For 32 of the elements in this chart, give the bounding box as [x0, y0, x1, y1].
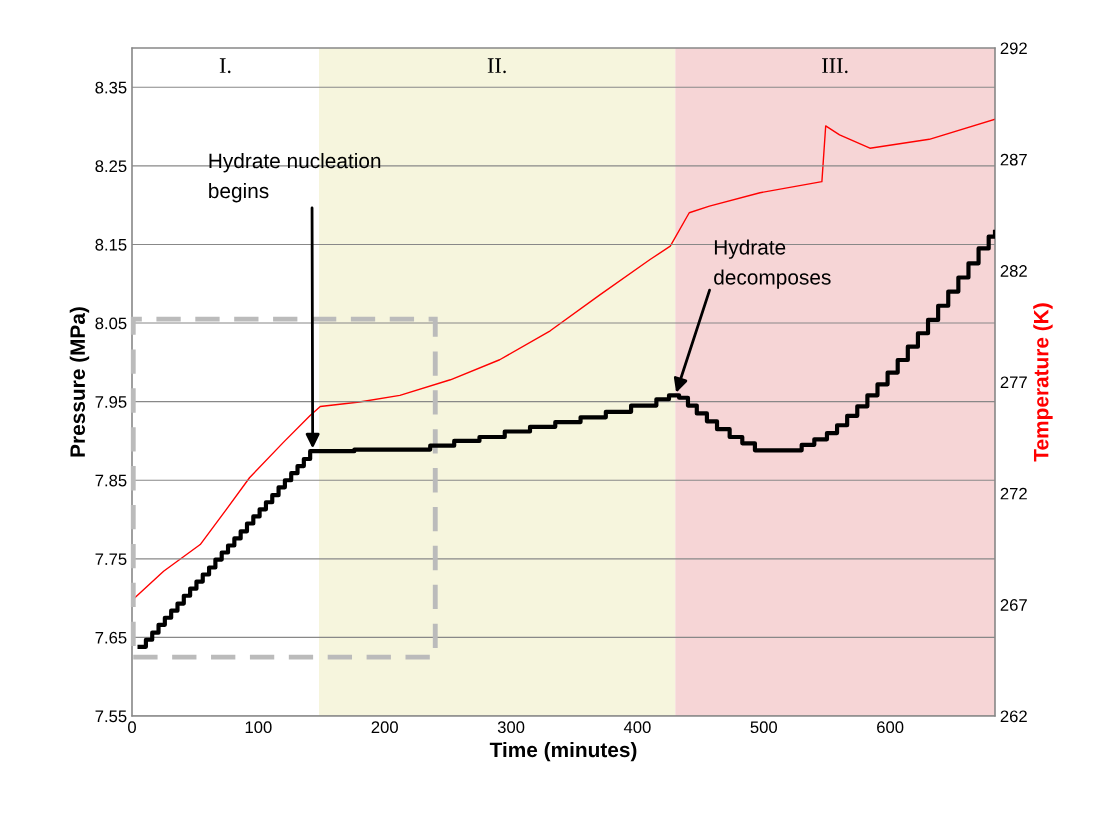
- x-tick-label: 300: [497, 721, 525, 734]
- x-axis-title: Time (minutes): [489, 741, 637, 762]
- x-tick-label: 600: [877, 721, 904, 734]
- y2-tick-label: 277: [1000, 376, 1027, 389]
- y-tick-label: 7.95: [95, 396, 127, 408]
- x-tick-label: 0: [128, 721, 136, 734]
- y2-tick-label: 262: [1000, 710, 1027, 723]
- line-series: [133, 118, 995, 599]
- y-tick-label: 7.85: [95, 474, 127, 487]
- x-tick-label: 200: [371, 721, 398, 734]
- x-tick-label: 400: [623, 721, 651, 734]
- y2-axis-title: Temperature (K): [1033, 303, 1053, 462]
- annotation: Hydrate decomposes: [714, 239, 831, 289]
- annotation: I.: [219, 58, 231, 74]
- band-label: II.: [487, 58, 506, 74]
- y2-tick-label: 282: [1000, 265, 1027, 277]
- y-tick-label: 8.25: [95, 160, 127, 173]
- y-tick-label: 7.75: [95, 553, 127, 566]
- y-axis-title: Pressure (MPa): [69, 307, 90, 457]
- y2-tick-label: 272: [1000, 487, 1027, 500]
- y-tick-label: 7.55: [95, 710, 127, 723]
- y-tick-label: 7.65: [95, 631, 127, 644]
- y2-tick-label: 267: [1000, 599, 1027, 611]
- y2-tick-label: 292: [1000, 42, 1027, 55]
- annotation: Hydrate nucleation begins: [209, 152, 381, 203]
- y-tick-label: 8.05: [95, 317, 127, 330]
- y-tick-label: 8.35: [95, 81, 127, 94]
- x-tick-label: 500: [750, 721, 778, 734]
- y-tick-label: 8.15: [95, 238, 127, 251]
- band-label: III.: [822, 58, 848, 74]
- x-tick-label: 100: [245, 721, 272, 734]
- y2-tick-label: 287: [1000, 153, 1027, 166]
